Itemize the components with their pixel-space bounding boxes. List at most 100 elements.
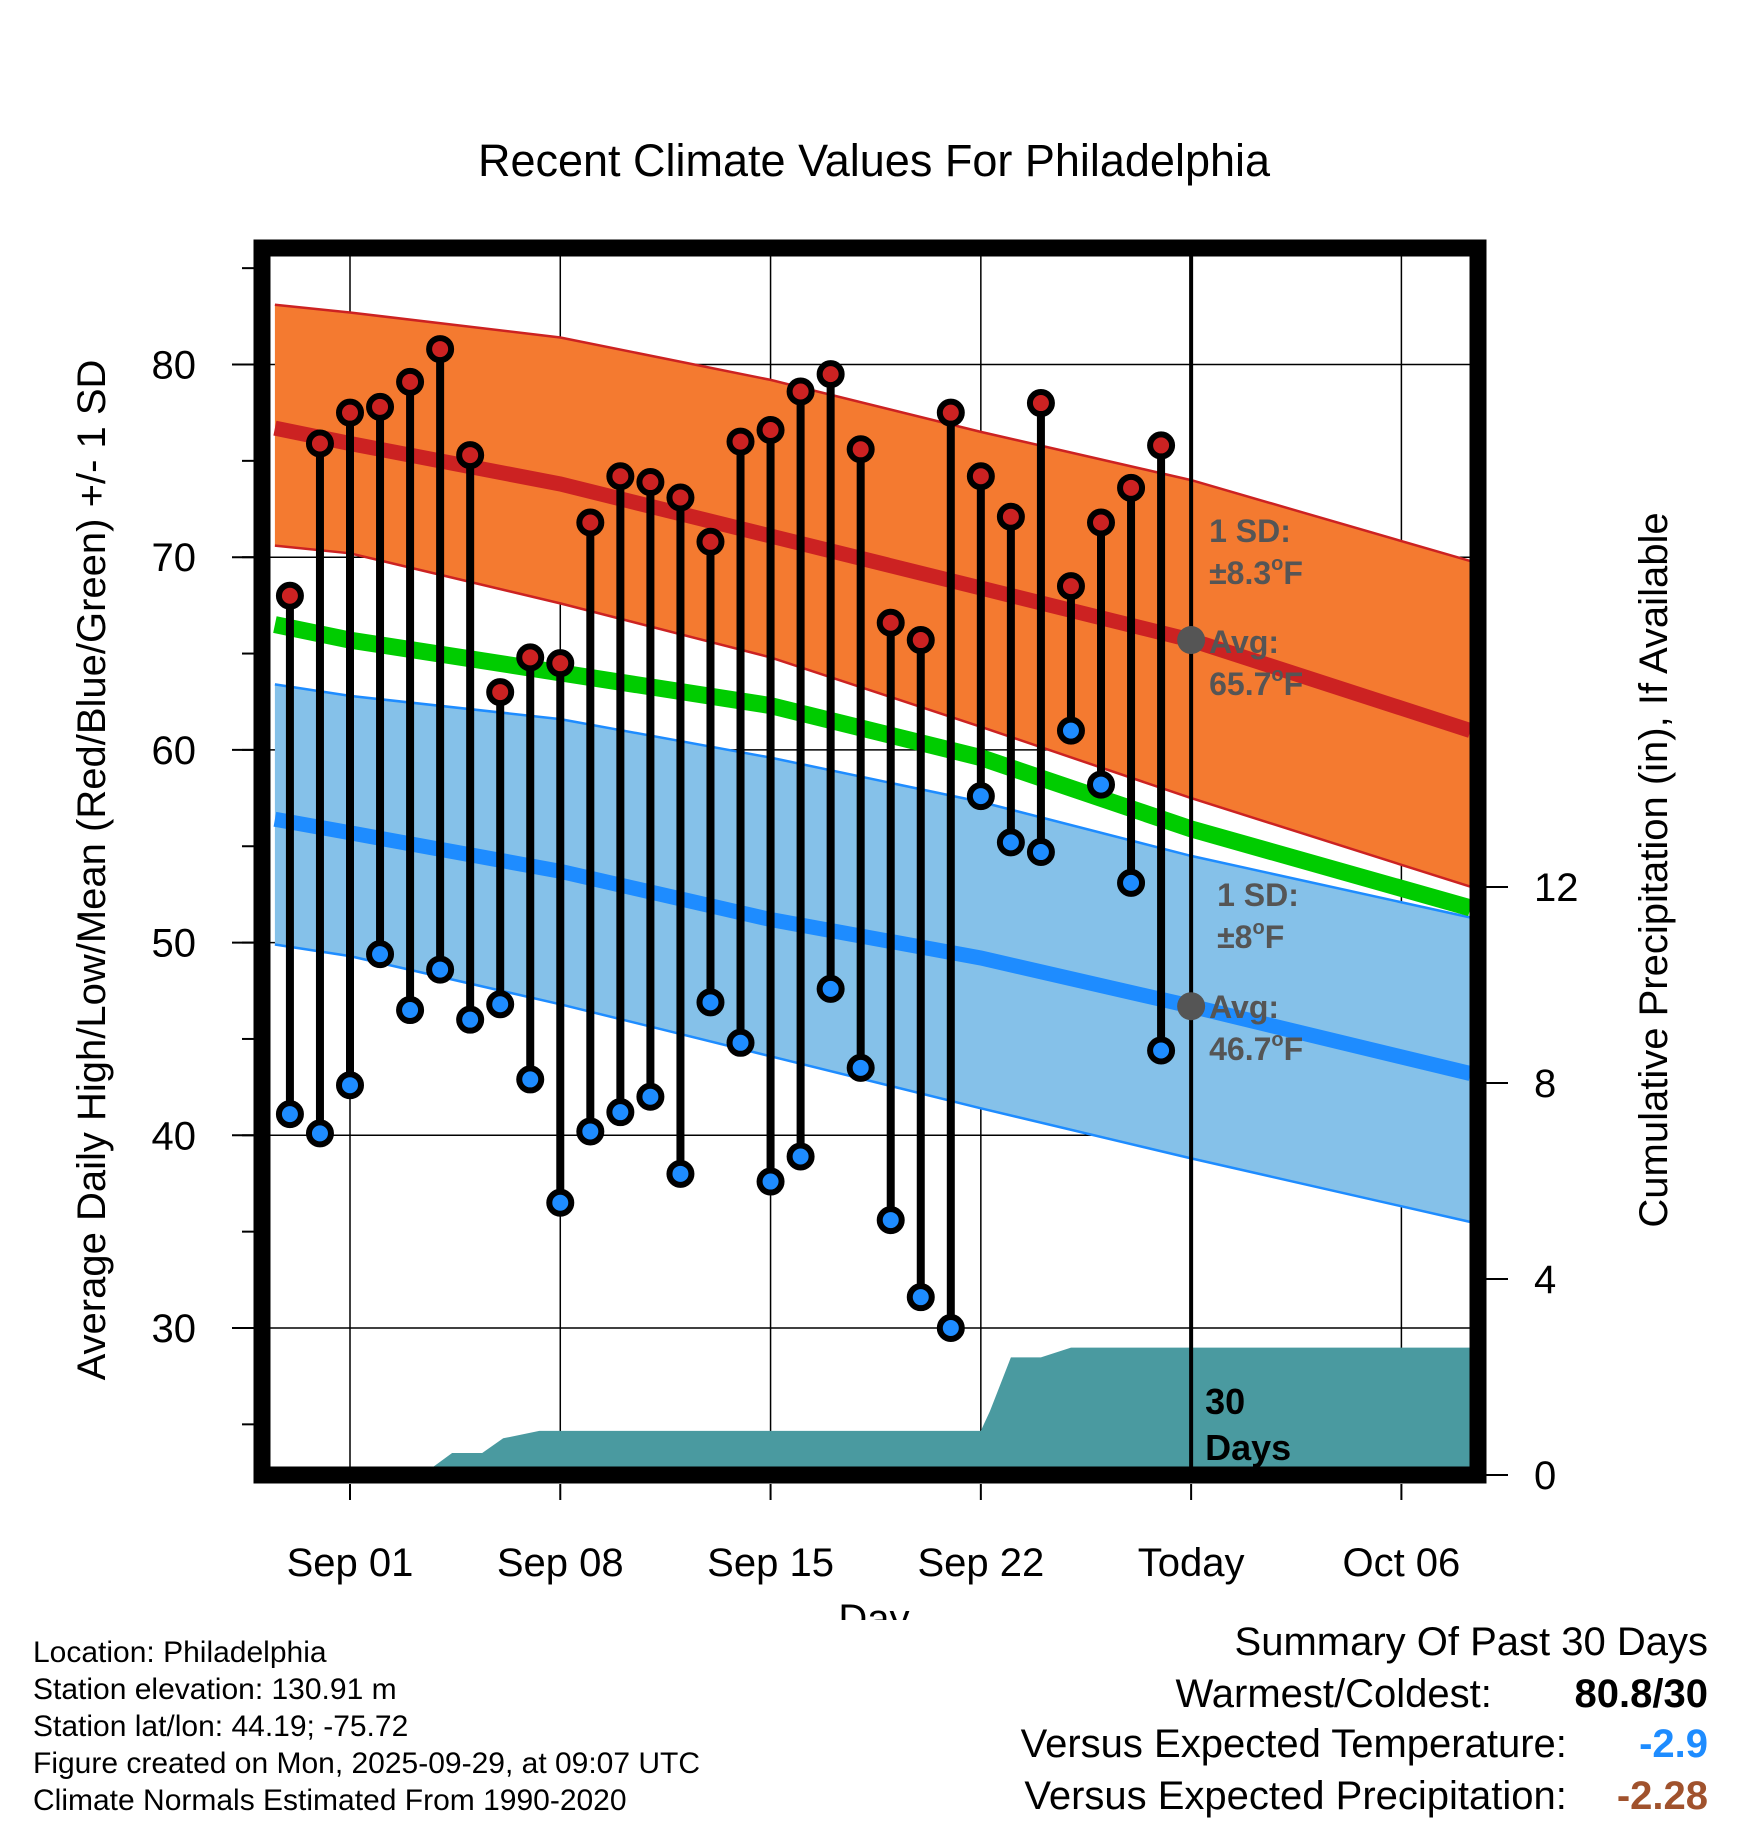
y-tick-label: 80 [152, 344, 197, 388]
observed-high-point [305, 429, 334, 458]
observed-low-point [1117, 868, 1146, 897]
climate-chart: Recent Climate Values For Philadelphia 1… [70, 135, 1676, 1620]
info-elevation: Station elevation: 130.91 m [33, 1673, 397, 1706]
observed-low-point [275, 1100, 304, 1129]
high-sd-label: 1 SD: [1209, 513, 1291, 549]
y2-tick-label: 8 [1534, 1062, 1556, 1106]
x-axis-label: Day [838, 1597, 909, 1620]
summary-temp-value: -2.9 [1639, 1722, 1708, 1766]
observed-high-point [546, 649, 575, 678]
summary-warm-cold-value: 80.8/30 [1574, 1672, 1708, 1716]
y-tick-label: 50 [152, 922, 197, 966]
observed-high-point [396, 367, 425, 396]
info-location: Location: Philadelphia [33, 1636, 327, 1669]
low-avg-label: Avg: [1209, 989, 1279, 1025]
low-sd-label-part: 1 SD: [1217, 877, 1299, 913]
low-avg-value: 46.7oF [1209, 1029, 1303, 1067]
observed-low-point [906, 1283, 935, 1312]
summary-temp-label: Versus Expected Temperature: [1020, 1722, 1567, 1766]
plot-area: 1 SD: ±8.3oF Avg: 65.7oF 1 SD: ±8oF Avg: 46.7oF… [262, 248, 1478, 1475]
observed-low-point [966, 782, 995, 811]
y-tick-label: 70 [152, 536, 197, 580]
observed-high-point [906, 626, 935, 655]
observed-low-point [846, 1053, 875, 1082]
low-sd-value-part: ±8 [1217, 919, 1252, 955]
summary-warm-cold-label: Warmest/Coldest: [1175, 1672, 1492, 1716]
summary-precip-row: Versus Expected Precipitation: -2.28 [1024, 1774, 1708, 1819]
observed-low-point [1056, 716, 1085, 745]
observed-high-point [786, 377, 815, 406]
high-avg-dot [1177, 626, 1206, 655]
observed-high-point [726, 427, 755, 456]
observed-low-point [726, 1028, 755, 1057]
observed-high-point [606, 462, 635, 491]
plot-border [253, 239, 1487, 1484]
low-sd-band [274, 684, 1471, 1222]
high-avg-label: Avg: [1209, 624, 1279, 660]
high-avg-value-part: F [1284, 666, 1304, 702]
x-tick-label: Sep 01 [287, 1541, 414, 1585]
high-avg-value: 65.7oF [1209, 664, 1303, 702]
x-tick-label: Sep 22 [917, 1541, 1044, 1585]
info-created: Figure created on Mon, 2025-09-29, at 09… [33, 1747, 701, 1780]
x-tick-label: Today [1138, 1541, 1245, 1585]
observed-low-point [1087, 770, 1115, 799]
low-sd-value-part: F [1265, 919, 1285, 955]
high-avg-label-part: Avg: [1209, 624, 1279, 660]
low-sd-value: ±8oF [1217, 917, 1284, 955]
high-sd-value-part: F [1283, 555, 1303, 591]
low-avg-label-part: Avg: [1209, 989, 1279, 1025]
high-sd-value: ±8.3oF [1209, 553, 1303, 591]
observed-low-point [786, 1142, 815, 1171]
x-tick-label: Oct 06 [1342, 1541, 1460, 1585]
summary-heading: Summary Of Past 30 Days [1234, 1620, 1708, 1664]
observed-low-point [426, 955, 455, 984]
observed-high-point [426, 335, 455, 364]
observed-high-point [696, 527, 725, 556]
observed-high-point [666, 483, 695, 512]
summary-temp-row: Versus Expected Temperature: -2.9 [1021, 1722, 1708, 1767]
observed-high-point [456, 441, 485, 470]
y-tick-label: 30 [152, 1307, 197, 1351]
y2-axis-label: Cumulative Precipitation (in), If Availa… [1632, 512, 1676, 1227]
observed-low-point [996, 828, 1025, 857]
observed-low-point [696, 988, 725, 1017]
x-tick-label: Sep 08 [497, 1541, 624, 1585]
high-sd-band [274, 304, 1471, 887]
precipitation-area [274, 1347, 1471, 1475]
observed-low-point [305, 1119, 334, 1148]
observed-low-point [336, 1071, 364, 1100]
observed-high-point [636, 468, 665, 497]
high-sd-label-part: 1 SD: [1209, 513, 1291, 549]
low-avg-value-part: F [1284, 1031, 1304, 1067]
info-latlon: Station lat/lon: 44.19; -75.72 [33, 1710, 409, 1743]
observed-high-point [336, 398, 364, 427]
observed-high-point [366, 392, 395, 421]
observed-low-point [876, 1206, 905, 1235]
observed-low-point [516, 1065, 545, 1094]
y2-tick-label: 12 [1534, 866, 1579, 910]
observed-low-point [666, 1159, 695, 1188]
observed-high-point [275, 581, 304, 610]
plot-content: 1 SD: ±8.3oF Avg: 65.7oF 1 SD: ±8oF Avg: 46.7oF… [262, 248, 1478, 1475]
observed-high-point [846, 435, 875, 464]
x-tick-label: Sep 15 [707, 1541, 834, 1585]
y2-tick-label: 4 [1534, 1258, 1556, 1302]
y-axis-label: Average Daily High/Low/Mean (Red/Blue/Gr… [70, 360, 114, 1381]
observed-low-point [756, 1167, 785, 1196]
observed-low-point [606, 1098, 635, 1127]
observed-high-point [1026, 389, 1055, 418]
observed-high-point [996, 502, 1025, 531]
observed-low-point [366, 940, 395, 969]
observed-low-point [936, 1314, 965, 1342]
observed-high-point [1147, 431, 1176, 460]
observed-low-point [396, 996, 425, 1025]
low-avg-dot [1177, 992, 1206, 1021]
y-tick-label: 60 [152, 729, 197, 773]
info-normals: Climate Normals Estimated From 1990-2020 [33, 1784, 627, 1817]
summary-warm-cold-row: Warmest/Coldest: 80.8/30 [1176, 1672, 1709, 1717]
chart-title: Recent Climate Values For Philadelphia [478, 135, 1271, 186]
observed-high-point [966, 462, 995, 491]
observed-low-point [816, 974, 845, 1003]
observed-high-point [1117, 473, 1146, 502]
